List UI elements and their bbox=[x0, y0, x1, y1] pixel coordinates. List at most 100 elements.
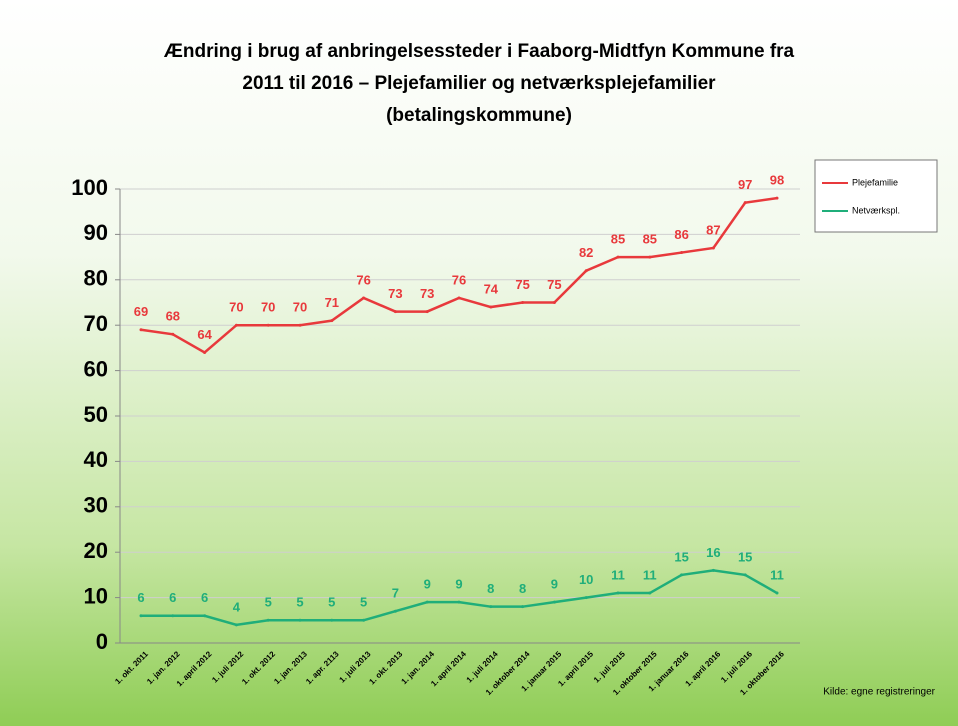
point bbox=[234, 623, 238, 627]
data-label: 71 bbox=[325, 295, 339, 310]
data-label: 97 bbox=[738, 177, 752, 192]
point bbox=[362, 296, 366, 300]
point bbox=[171, 614, 175, 618]
data-label: 76 bbox=[452, 272, 466, 287]
point bbox=[362, 618, 366, 622]
data-label: 10 bbox=[579, 572, 593, 587]
legend-label: Netværkspl. bbox=[852, 205, 900, 215]
data-label: 8 bbox=[487, 581, 494, 596]
data-label: 11 bbox=[643, 567, 657, 582]
point bbox=[711, 568, 715, 572]
data-label: 16 bbox=[706, 545, 720, 560]
point bbox=[298, 618, 302, 622]
point bbox=[457, 296, 461, 300]
point bbox=[616, 591, 620, 595]
point bbox=[330, 618, 334, 622]
point bbox=[139, 328, 143, 332]
point bbox=[457, 600, 461, 604]
data-label: 86 bbox=[674, 227, 688, 242]
data-label: 82 bbox=[579, 245, 593, 260]
point bbox=[552, 301, 556, 304]
y-tick-label: 60 bbox=[84, 356, 108, 381]
point bbox=[521, 605, 525, 609]
source-note: Kilde: egne registreringer bbox=[823, 687, 935, 698]
point bbox=[680, 573, 684, 577]
y-tick-label: 50 bbox=[84, 402, 108, 427]
data-label: 64 bbox=[197, 327, 212, 342]
data-label: 9 bbox=[424, 577, 431, 592]
point bbox=[616, 255, 620, 259]
chart-title: Ændring i brug af anbringelsessteder i F… bbox=[164, 41, 795, 62]
point bbox=[330, 319, 334, 323]
data-label: 6 bbox=[169, 590, 176, 605]
y-tick-label: 30 bbox=[84, 493, 108, 518]
point bbox=[648, 591, 652, 595]
point bbox=[680, 251, 684, 255]
point bbox=[648, 255, 652, 259]
data-label: 69 bbox=[134, 304, 148, 319]
point bbox=[775, 196, 779, 200]
data-label: 5 bbox=[328, 595, 335, 610]
point bbox=[775, 591, 779, 595]
data-label: 9 bbox=[551, 577, 558, 592]
data-label: 6 bbox=[201, 590, 208, 605]
point bbox=[266, 618, 270, 622]
data-label: 4 bbox=[233, 599, 241, 614]
point bbox=[521, 301, 525, 304]
point bbox=[171, 332, 175, 336]
data-label: 6 bbox=[137, 590, 144, 605]
legend-label: Plejefamilie bbox=[852, 177, 898, 187]
data-label: 87 bbox=[706, 222, 720, 237]
y-tick-label: 100 bbox=[71, 175, 108, 200]
point bbox=[425, 600, 429, 604]
point bbox=[393, 310, 397, 314]
data-label: 74 bbox=[484, 281, 499, 296]
legend-box bbox=[814, 159, 938, 233]
point bbox=[489, 605, 493, 609]
data-label: 70 bbox=[229, 300, 243, 315]
data-label: 5 bbox=[265, 595, 272, 610]
point bbox=[425, 310, 429, 314]
data-label: 15 bbox=[674, 549, 688, 564]
data-label: 5 bbox=[360, 595, 367, 610]
point bbox=[203, 350, 207, 354]
point bbox=[298, 323, 302, 327]
chart-title: 2011 til 2016 – Plejefamilier og netværk… bbox=[242, 73, 716, 94]
point bbox=[743, 201, 747, 205]
data-label: 73 bbox=[388, 286, 402, 301]
point bbox=[584, 596, 588, 600]
y-tick-label: 10 bbox=[84, 583, 108, 608]
data-label: 9 bbox=[455, 577, 462, 592]
data-label: 5 bbox=[296, 595, 303, 610]
data-label: 70 bbox=[261, 300, 275, 315]
y-tick-label: 80 bbox=[84, 266, 108, 291]
data-label: 75 bbox=[515, 277, 529, 292]
y-tick-label: 40 bbox=[84, 447, 108, 472]
data-label: 85 bbox=[611, 232, 625, 247]
y-tick-label: 90 bbox=[84, 220, 108, 245]
chart-title: (betalingskommune) bbox=[386, 105, 572, 126]
y-tick-label: 20 bbox=[84, 538, 108, 563]
data-label: 15 bbox=[738, 549, 752, 564]
data-label: 98 bbox=[770, 173, 784, 188]
point bbox=[552, 600, 556, 604]
data-label: 11 bbox=[611, 567, 625, 582]
data-label: 70 bbox=[293, 300, 307, 315]
data-label: 75 bbox=[547, 277, 561, 292]
data-label: 68 bbox=[166, 309, 180, 324]
point bbox=[711, 246, 715, 250]
data-label: 76 bbox=[356, 272, 370, 287]
point bbox=[266, 323, 270, 327]
data-label: 85 bbox=[643, 232, 657, 247]
data-label: 11 bbox=[770, 567, 784, 582]
point bbox=[393, 609, 397, 613]
data-label: 73 bbox=[420, 286, 434, 301]
y-tick-label: 0 bbox=[96, 629, 108, 654]
data-label: 8 bbox=[519, 581, 526, 596]
point bbox=[234, 323, 238, 327]
data-label: 7 bbox=[392, 586, 399, 601]
point bbox=[139, 614, 143, 618]
point bbox=[489, 305, 493, 309]
point bbox=[203, 614, 207, 618]
